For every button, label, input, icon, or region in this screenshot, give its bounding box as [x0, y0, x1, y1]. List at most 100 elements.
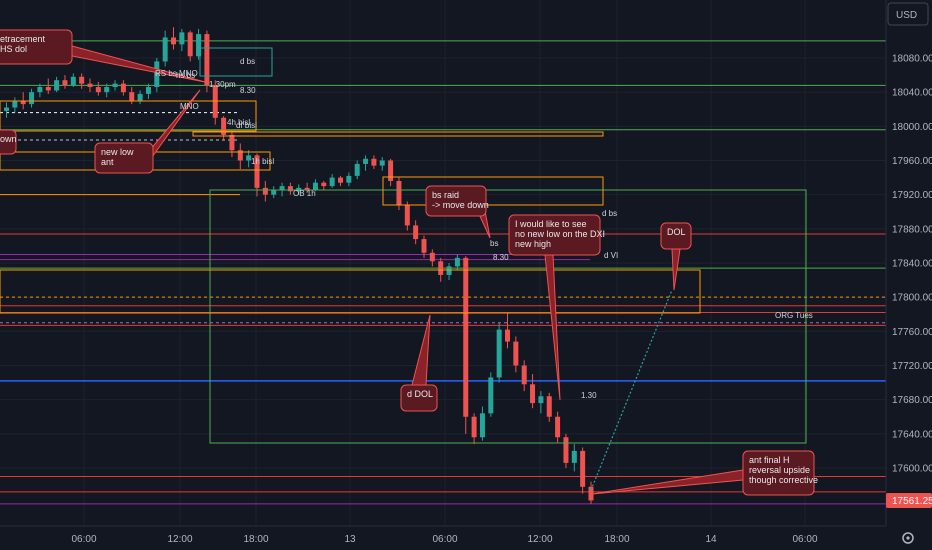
candle-body[interactable] [29, 92, 35, 105]
annotation-d-dol[interactable]: d DOL [400, 314, 438, 412]
level-label: 1.30pm [209, 80, 236, 89]
candle-body[interactable] [145, 87, 151, 94]
candle-body[interactable] [287, 186, 293, 192]
candle-body[interactable] [388, 160, 394, 182]
candle-body[interactable] [112, 83, 118, 88]
candle-body[interactable] [371, 158, 377, 166]
candle-body[interactable] [154, 61, 160, 88]
candle-body[interactable] [187, 32, 193, 57]
price-tick-label: 17840.00 [892, 259, 932, 270]
candle-body[interactable] [496, 329, 502, 378]
candle-body[interactable] [196, 34, 202, 57]
candle-body[interactable] [488, 377, 494, 414]
candle-body[interactable] [45, 87, 51, 91]
candle-body[interactable] [538, 396, 544, 404]
level-label: ORG Tues [775, 311, 813, 320]
candle-body[interactable] [271, 189, 277, 195]
candle-body[interactable] [162, 37, 168, 62]
grid [0, 0, 886, 526]
candle-body[interactable] [179, 32, 185, 45]
candle-body[interactable] [120, 83, 126, 93]
price-tick-label: 17640.00 [892, 429, 932, 440]
annotation-bs-raid[interactable]: bs raid-> move down [425, 185, 491, 239]
candle-body[interactable] [580, 450, 586, 487]
candle-body[interactable] [246, 155, 252, 161]
candle-body[interactable] [171, 37, 176, 45]
candle-body[interactable] [555, 416, 561, 438]
settings-icon[interactable] [902, 532, 914, 544]
candle-body[interactable] [279, 186, 285, 190]
candle-body[interactable] [104, 87, 110, 93]
level-label: 8.30 [493, 253, 509, 262]
candle-body[interactable] [137, 93, 143, 101]
annotation-text: no new low on the DXI [515, 229, 605, 239]
candle-body[interactable] [12, 100, 18, 108]
candle-body[interactable] [229, 134, 235, 151]
candle-body[interactable] [379, 160, 385, 166]
price-tick-label: 17880.00 [892, 224, 932, 235]
range-box [209, 189, 807, 444]
candle-body[interactable] [521, 365, 527, 385]
candle-body[interactable] [338, 177, 343, 183]
candlestick-series[interactable] [4, 27, 594, 504]
last-price: 17561.25 [892, 496, 932, 507]
level-label: OB 1h [293, 189, 316, 198]
candle-body[interactable] [346, 175, 352, 183]
currency-button[interactable] [887, 2, 929, 26]
candle-body[interactable] [87, 83, 93, 88]
candle-body[interactable] [254, 155, 260, 188]
level-label: hs bs [176, 71, 195, 80]
candle-body[interactable] [54, 80, 60, 91]
candle-body[interactable] [329, 177, 335, 187]
time-ticks: 06:00 12:00 18:00 13 06:00 12:00 18:00 14 06:00 [71, 534, 817, 545]
candle-body[interactable] [479, 413, 485, 438]
candle-body[interactable] [70, 76, 76, 86]
candle-body[interactable] [312, 182, 318, 190]
candle-body[interactable] [471, 416, 477, 438]
candle-body[interactable] [321, 182, 327, 187]
candle-body[interactable] [396, 181, 402, 205]
candle-body[interactable] [530, 384, 536, 404]
candle-body[interactable] [4, 107, 9, 111]
candle-body[interactable] [20, 100, 26, 105]
time-tick-label: 06:00 [792, 534, 817, 545]
zone-box [0, 100, 257, 132]
time-axis[interactable] [0, 526, 932, 550]
annotation-dol[interactable]: DOL [660, 222, 692, 291]
candle-body[interactable] [563, 437, 569, 463]
annotation-box [508, 214, 601, 256]
candle-body[interactable] [463, 257, 469, 417]
candle-body[interactable] [79, 76, 85, 84]
candle-body[interactable] [354, 163, 360, 176]
candle-body[interactable] [454, 257, 460, 267]
annotation-down[interactable]: own [0, 129, 17, 155]
candle-body[interactable] [446, 266, 452, 275]
candle-body[interactable] [212, 85, 218, 118]
price-axis[interactable] [886, 0, 932, 550]
candle-body[interactable] [513, 341, 519, 366]
candle-body[interactable] [588, 486, 594, 501]
candle-body[interactable] [363, 158, 369, 164]
candle-body[interactable] [37, 87, 43, 93]
candle-body[interactable] [221, 117, 227, 135]
candle-body[interactable] [546, 396, 552, 417]
candle-body[interactable] [404, 204, 410, 226]
candle-body[interactable] [129, 92, 135, 101]
candle-body[interactable] [438, 261, 444, 275]
candle-body[interactable] [204, 34, 210, 86]
candle-body[interactable] [95, 87, 101, 93]
candle-body[interactable] [62, 80, 68, 86]
candle-body[interactable] [421, 239, 427, 253]
candle-body[interactable] [571, 450, 577, 463]
candle-body[interactable] [429, 252, 435, 262]
candle-body[interactable] [304, 187, 310, 190]
candle-body[interactable] [237, 150, 243, 161]
candle-body[interactable] [262, 187, 268, 195]
candle-body[interactable] [505, 329, 510, 342]
candle-body[interactable] [413, 225, 419, 240]
